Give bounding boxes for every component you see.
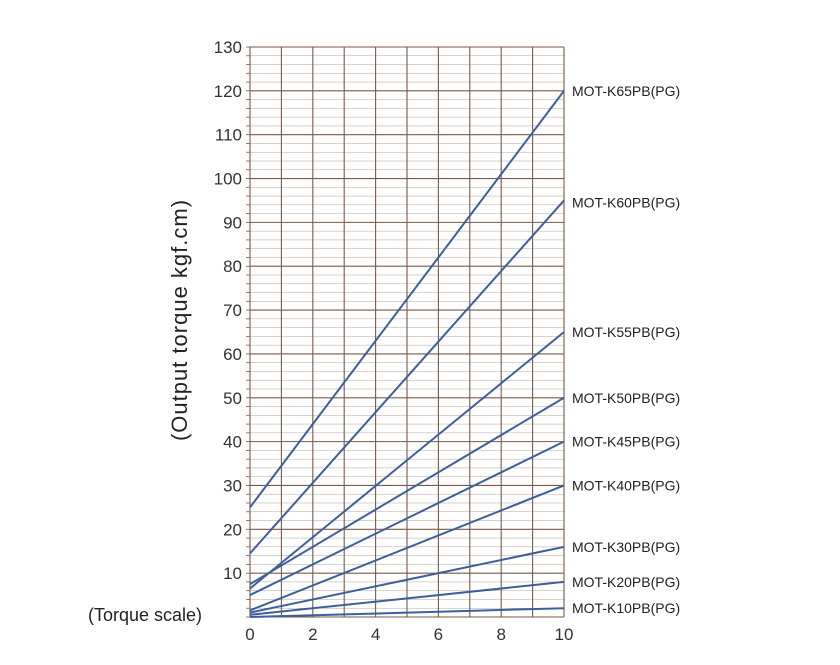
- x-tick-label: 4: [371, 625, 380, 644]
- tick-labels: 10 20 30 40 50 60 70 80 90 100 110 120 130 0 2 4 6 8 10: [214, 38, 574, 644]
- series-label: MOT-K40PB(PG): [572, 477, 680, 493]
- series-label: MOT-K50PB(PG): [572, 390, 680, 406]
- x-tick-label: 0: [245, 625, 254, 644]
- series-line: [249, 484, 565, 612]
- series-label: MOT-K60PB(PG): [572, 194, 680, 210]
- series-line: [249, 199, 565, 555]
- y-tick-label: 10: [223, 564, 242, 583]
- series-label: MOT-K20PB(PG): [572, 574, 680, 590]
- series-label: MOT-K65PB(PG): [572, 83, 680, 99]
- y-tick-label: 20: [223, 520, 242, 539]
- series-line: [249, 440, 565, 596]
- y-tick-label: 30: [223, 476, 242, 495]
- y-axis-title: (Output torque kgf.cm): [167, 199, 192, 441]
- y-tick-label: 60: [223, 345, 242, 364]
- series-line: [249, 90, 565, 508]
- series-line: [249, 545, 565, 614]
- series-label: MOT-K55PB(PG): [572, 324, 680, 340]
- series-line: [249, 331, 565, 590]
- series-line: [249, 607, 565, 618]
- x-tick-label: 6: [434, 625, 443, 644]
- grid: [246, 46, 565, 618]
- y-tick-label: 50: [223, 389, 242, 408]
- y-tick-label: 90: [223, 213, 242, 232]
- series-lines: [249, 90, 565, 618]
- y-tick-label: 120: [214, 82, 242, 101]
- x-tick-label: 10: [555, 625, 574, 644]
- x-tick-label: 8: [496, 625, 505, 644]
- y-tick-label: 40: [223, 433, 242, 452]
- series-label: MOT-K30PB(PG): [572, 539, 680, 555]
- series-line: [249, 580, 565, 616]
- series-line: [249, 396, 565, 585]
- series-labels: MOT-K65PB(PG) MOT-K60PB(PG) MOT-K55PB(PG) M…: [572, 83, 680, 616]
- y-tick-label: 100: [214, 170, 242, 189]
- y-tick-label: 70: [223, 301, 242, 320]
- series-label: MOT-K45PB(PG): [572, 434, 680, 450]
- series-label: MOT-K10PB(PG): [572, 600, 680, 616]
- y-tick-label: 110: [215, 126, 242, 145]
- x-axis-title: (Torque scale): [88, 605, 202, 625]
- x-tick-label: 2: [308, 625, 317, 644]
- y-tick-label: 80: [223, 257, 242, 276]
- y-tick-label: 130: [214, 38, 242, 57]
